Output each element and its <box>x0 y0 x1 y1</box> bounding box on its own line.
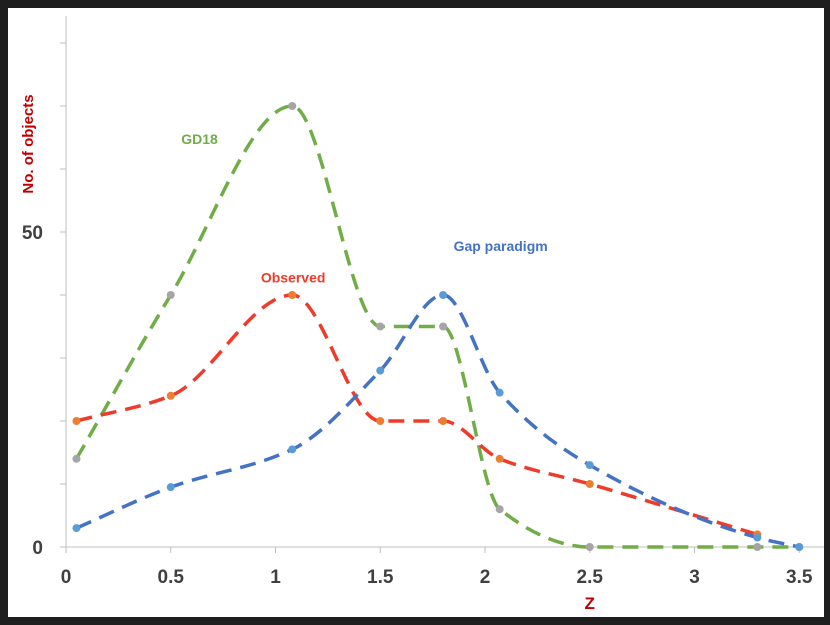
data-point-gd18 <box>72 454 81 463</box>
chart-frame: 0 0.5 1 1.5 2 2.5 3 3.5 0 50 No. of objects Z GD18 O… <box>8 8 824 617</box>
y-axis-title: No. of objects <box>20 94 37 193</box>
data-point-observed <box>585 480 594 488</box>
series-label-observed: Observed <box>261 269 326 285</box>
data-point-observed <box>439 417 448 425</box>
x-tick-label: 2 <box>480 567 491 588</box>
x-tick-label: 3 <box>689 567 700 588</box>
data-point-gd18 <box>439 322 448 331</box>
axes: 0 0.5 1 1.5 2 2.5 3 3.5 0 50 <box>22 16 824 588</box>
series-label-gd18: GD18 <box>181 131 218 147</box>
series-line-gd18 <box>74 104 800 549</box>
data-point-observed <box>288 291 297 299</box>
data-point-gap-paradigm <box>166 483 175 492</box>
labels: No. of objects Z GD18 Observed Gap paradigm <box>20 94 595 613</box>
data-point-gap-paradigm <box>72 524 81 533</box>
data-point-gap-paradigm <box>288 445 297 454</box>
x-tick-label: 0.5 <box>158 567 185 588</box>
data-point-observed <box>495 454 504 463</box>
series-label-gap-paradigm: Gap paradigm <box>454 238 548 254</box>
x-tick-label: 3.5 <box>786 567 813 588</box>
data-point-observed <box>376 417 385 425</box>
line-chart: 0 0.5 1 1.5 2 2.5 3 3.5 0 50 No. of objects Z GD18 O… <box>20 16 824 613</box>
series-line-gap-paradigm <box>75 293 800 549</box>
series-line-observed <box>76 293 758 537</box>
data-point-gap-paradigm <box>795 543 804 551</box>
data-point-observed <box>72 417 81 425</box>
y-tick-label: 0 <box>32 538 43 559</box>
data-point-gd18 <box>585 543 594 551</box>
data-point-gd18 <box>753 543 762 551</box>
x-tick-label: 0 <box>61 567 72 588</box>
data-point-gd18 <box>288 102 297 110</box>
x-tick-label: 2.5 <box>577 567 604 588</box>
x-tick-label: 1 <box>270 567 281 588</box>
data-point-gap-paradigm <box>585 461 594 470</box>
series-markers <box>72 102 804 551</box>
data-point-gap-paradigm <box>376 366 385 375</box>
data-point-gap-paradigm <box>753 533 762 542</box>
data-point-observed <box>166 391 175 400</box>
data-point-gd18 <box>495 505 504 514</box>
data-point-gd18 <box>166 291 175 299</box>
x-tick-label: 1.5 <box>367 567 394 588</box>
data-point-gap-paradigm <box>495 388 504 397</box>
series-lines <box>74 104 800 549</box>
y-tick-label: 50 <box>22 223 43 244</box>
x-axis-title: Z <box>585 594 595 613</box>
data-point-gap-paradigm <box>439 291 448 299</box>
data-point-gd18 <box>376 322 385 331</box>
